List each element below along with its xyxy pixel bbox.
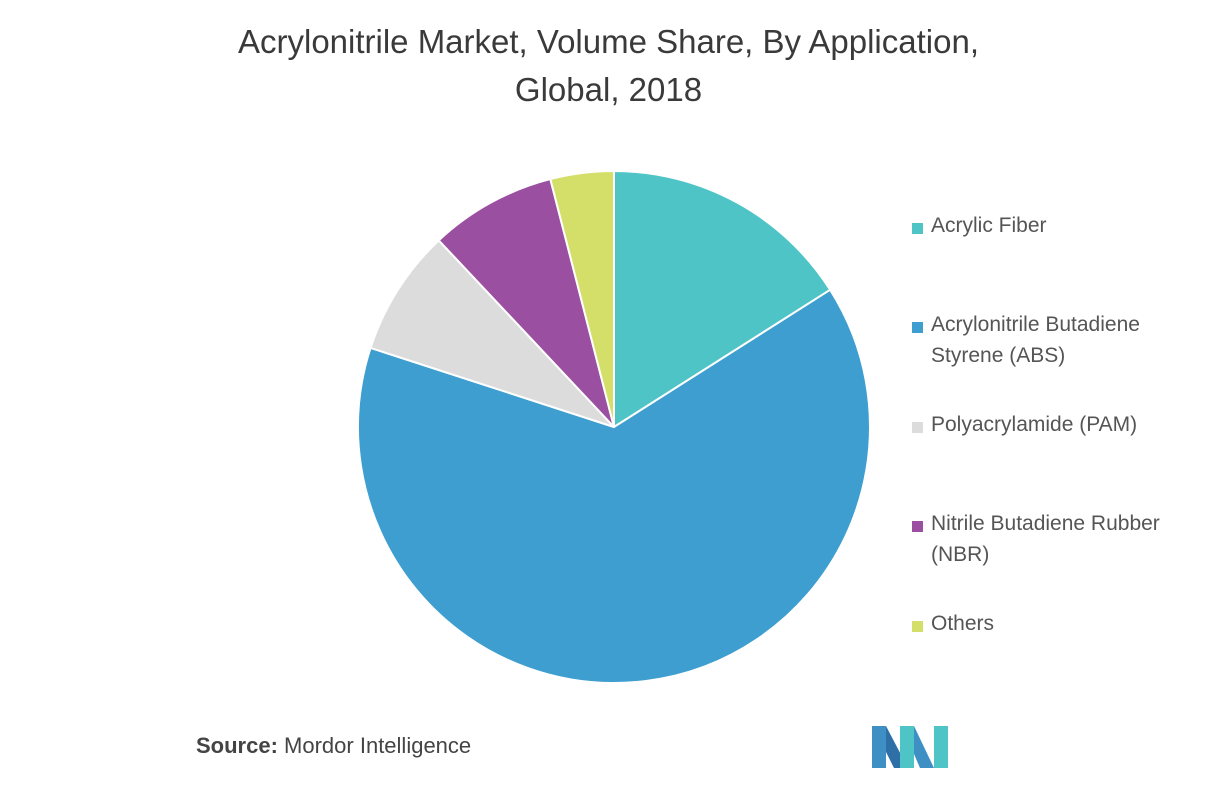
pie-slice-others: [549, 169, 615, 428]
chart-title-line-2: Global, 2018: [514, 71, 703, 108]
source-note: Source: Mordor Intelligence: [196, 733, 471, 759]
pie-slice-acrylic-fiber: [613, 169, 832, 429]
legend-swatch: [912, 322, 923, 333]
legend-swatch: [912, 521, 923, 532]
legend-label: Polyacrylamide (PAM): [931, 413, 1138, 436]
legend-label: Styrene (ABS): [931, 344, 1066, 367]
legend-label: Acrylic Fiber: [931, 214, 1047, 237]
chart-title: Acrylonitrile Market, Volume Share, By A…: [0, 18, 1217, 114]
legend-label: Others: [931, 612, 995, 635]
chart-title-line-1: Acrylonitrile Market, Volume Share, By A…: [237, 23, 979, 60]
legend-swatch: [912, 422, 923, 433]
pie-slice-acrylonitrile-butadiene-styrene-abs: [357, 288, 871, 684]
legend-item: Polyacrylamide (PAM): [912, 409, 1212, 440]
legend-swatch: [912, 621, 923, 632]
source-value: Mordor Intelligence: [284, 733, 472, 758]
source-label: Source:: [196, 733, 278, 758]
legend-item: Nitrile Butadiene Rubber (NBR): [912, 508, 1212, 570]
legend-label: Nitrile Butadiene Rubber: [931, 512, 1160, 535]
pie-slice-polyacrylamide-pam: [369, 238, 615, 428]
legend-label: (NBR): [931, 543, 990, 566]
legend-item: Acrylonitrile Butadiene Styrene (ABS): [912, 309, 1212, 371]
mordor-intelligence-logo-icon: [872, 726, 948, 768]
pie-slice-nitrile-butadiene-rubber-nbr: [437, 177, 615, 428]
legend-swatch: [912, 223, 923, 234]
legend-item: Others: [912, 608, 1212, 639]
legend-item: Acrylic Fiber: [912, 210, 1212, 241]
pie-slices: [357, 169, 871, 684]
legend-label: Acrylonitrile Butadiene: [931, 313, 1140, 336]
